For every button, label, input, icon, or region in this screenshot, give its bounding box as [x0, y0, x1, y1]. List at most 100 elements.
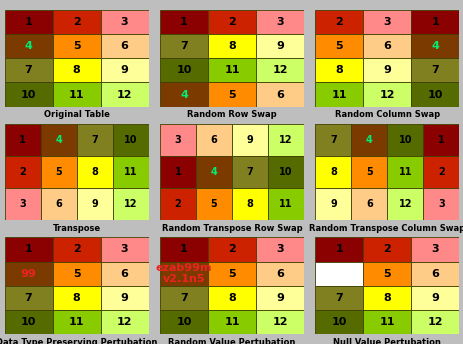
Bar	[387, 124, 422, 156]
Bar	[113, 156, 148, 188]
Bar	[315, 261, 363, 286]
Bar	[315, 83, 363, 107]
Bar	[52, 261, 100, 286]
Bar	[5, 83, 52, 107]
Text: 1: 1	[25, 17, 32, 28]
Bar	[256, 58, 303, 83]
Text: 2: 2	[383, 245, 390, 255]
Bar	[350, 124, 387, 156]
Bar	[100, 261, 148, 286]
Text: 7: 7	[91, 135, 98, 145]
Text: 6: 6	[275, 269, 283, 279]
Text: 10: 10	[21, 89, 36, 99]
Text: 2: 2	[73, 17, 80, 28]
Text: 9: 9	[91, 199, 98, 209]
Text: 4: 4	[431, 41, 438, 51]
Bar	[256, 237, 303, 261]
Bar	[207, 286, 256, 310]
Text: 6: 6	[275, 89, 283, 99]
Text: 7: 7	[25, 65, 32, 75]
Text: 1: 1	[335, 245, 343, 255]
Text: 7: 7	[329, 135, 336, 145]
Bar	[5, 286, 52, 310]
Text: 11: 11	[379, 316, 394, 327]
Text: 12: 12	[398, 199, 411, 209]
Bar	[5, 156, 41, 188]
Text: 8: 8	[91, 167, 98, 177]
Bar	[195, 156, 232, 188]
Text: 5: 5	[383, 269, 390, 279]
Bar	[411, 261, 458, 286]
Text: 12: 12	[379, 89, 394, 99]
Bar	[52, 34, 100, 58]
Text: Transpose: Transpose	[52, 224, 100, 233]
Bar	[5, 237, 52, 261]
Text: Data Type Preserving Pertubation: Data Type Preserving Pertubation	[0, 337, 157, 344]
Text: 8: 8	[228, 41, 235, 51]
Text: 12: 12	[117, 316, 132, 327]
Bar	[422, 188, 458, 220]
Text: 3: 3	[275, 245, 283, 255]
Text: 9: 9	[382, 65, 390, 75]
Bar	[411, 10, 458, 34]
Text: 6: 6	[120, 41, 128, 51]
Bar	[207, 10, 256, 34]
Bar	[5, 188, 41, 220]
Bar	[195, 124, 232, 156]
Text: 7: 7	[180, 293, 188, 303]
Bar	[160, 237, 207, 261]
Bar	[160, 286, 207, 310]
Bar	[411, 34, 458, 58]
Bar	[232, 124, 268, 156]
Bar	[315, 124, 350, 156]
Text: 8: 8	[335, 65, 343, 75]
Text: 2: 2	[228, 245, 235, 255]
Bar	[422, 156, 458, 188]
Text: 10: 10	[176, 316, 191, 327]
Bar	[100, 83, 148, 107]
Text: 1: 1	[19, 135, 26, 145]
Bar	[422, 124, 458, 156]
Bar	[100, 237, 148, 261]
Text: 6: 6	[120, 269, 128, 279]
Bar	[160, 58, 207, 83]
Bar	[315, 188, 350, 220]
Bar	[363, 34, 411, 58]
Bar	[100, 10, 148, 34]
Bar	[315, 237, 363, 261]
Text: 5: 5	[210, 199, 217, 209]
Bar	[113, 124, 148, 156]
Bar	[232, 156, 268, 188]
Text: 11: 11	[398, 167, 411, 177]
Bar	[315, 286, 363, 310]
Text: 8: 8	[73, 65, 80, 75]
Text: 3: 3	[120, 17, 128, 28]
Text: 2: 2	[228, 17, 235, 28]
Text: 11: 11	[69, 89, 84, 99]
Bar	[363, 58, 411, 83]
Text: 4: 4	[365, 135, 372, 145]
Text: 1: 1	[431, 17, 438, 28]
Bar	[52, 10, 100, 34]
Bar	[207, 34, 256, 58]
Text: 12: 12	[272, 316, 287, 327]
Text: 2: 2	[73, 245, 80, 255]
Bar	[207, 261, 256, 286]
Text: 3: 3	[275, 17, 283, 28]
Text: ezab99m
v2.1n5: ezab99m v2.1n5	[156, 263, 212, 284]
Bar	[315, 58, 363, 83]
Bar	[256, 34, 303, 58]
Bar	[100, 286, 148, 310]
Text: 2: 2	[437, 167, 444, 177]
Text: 3: 3	[120, 245, 128, 255]
Bar	[256, 261, 303, 286]
Text: 6: 6	[55, 199, 62, 209]
Bar	[207, 310, 256, 334]
Bar	[315, 310, 363, 334]
Text: 10: 10	[124, 135, 137, 145]
Text: 8: 8	[329, 167, 336, 177]
Bar	[160, 261, 207, 286]
Text: 8: 8	[73, 293, 80, 303]
Bar	[76, 124, 113, 156]
Bar	[256, 10, 303, 34]
